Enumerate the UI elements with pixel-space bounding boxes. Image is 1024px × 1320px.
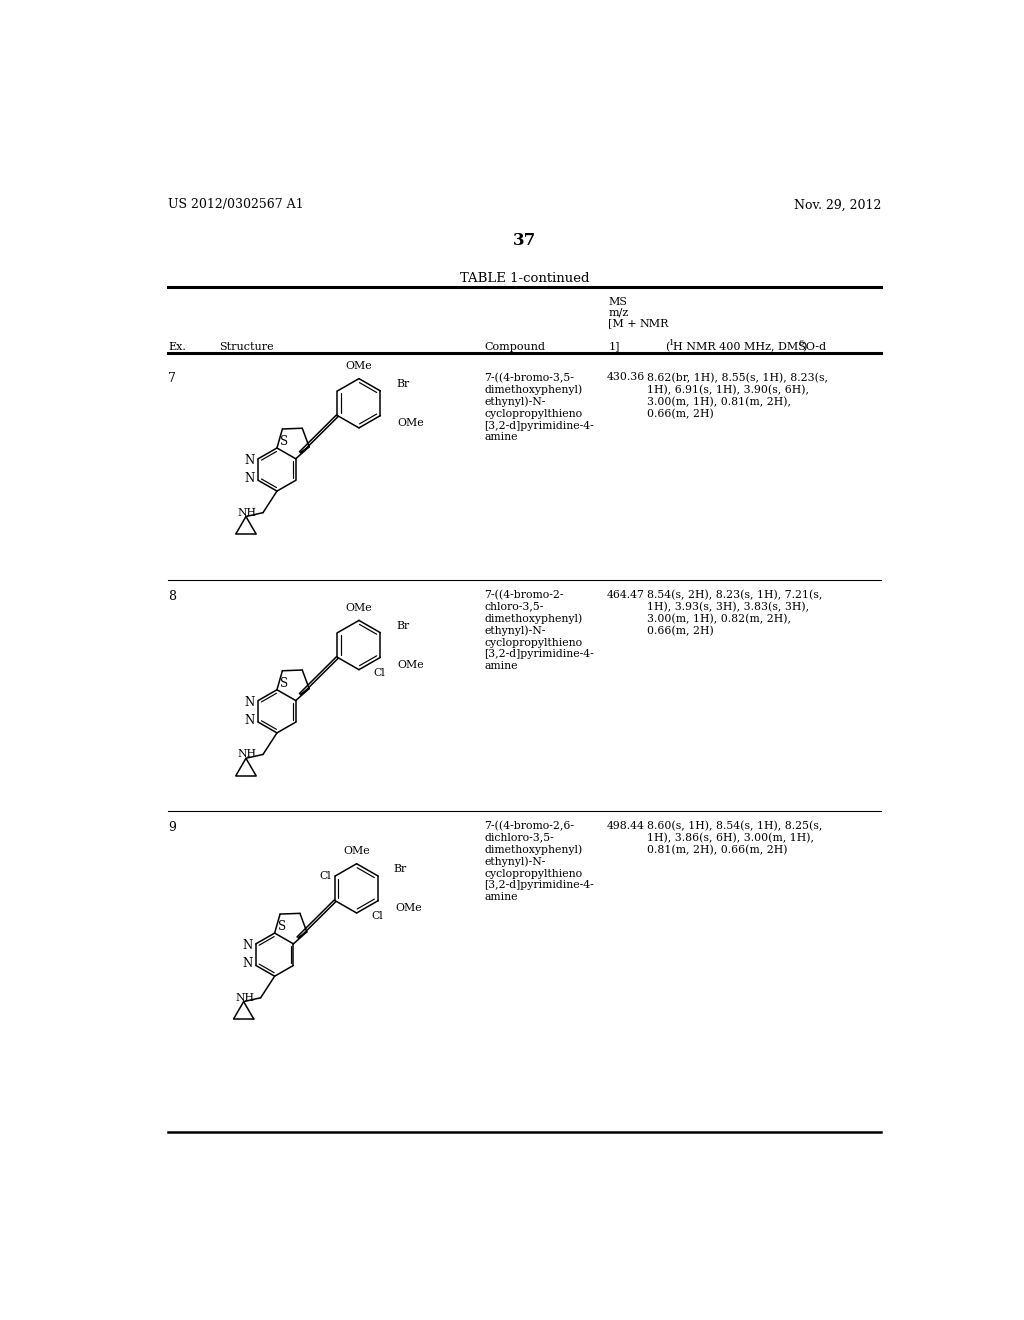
Text: MS: MS	[608, 297, 628, 308]
Text: m/z: m/z	[608, 308, 629, 318]
Text: NMR: NMR	[640, 318, 669, 329]
Text: 498.44: 498.44	[607, 821, 645, 830]
Text: 9: 9	[168, 821, 176, 834]
Text: 8.62(br, 1H), 8.55(s, 1H), 8.23(s,
1H), 6.91(s, 1H), 3.90(s, 6H),
3.00(m, 1H), 0: 8.62(br, 1H), 8.55(s, 1H), 8.23(s, 1H), …	[647, 372, 828, 418]
Text: S: S	[278, 920, 286, 933]
Text: 8: 8	[168, 590, 176, 603]
Text: Cl: Cl	[372, 911, 383, 921]
Text: OMe: OMe	[397, 660, 424, 671]
Text: OMe: OMe	[346, 603, 373, 612]
Text: Nov. 29, 2012: Nov. 29, 2012	[794, 198, 882, 211]
Text: [M +: [M +	[608, 318, 637, 329]
Text: NH: NH	[238, 508, 257, 517]
Text: N: N	[245, 473, 255, 486]
Text: 1]: 1]	[608, 342, 620, 351]
Text: OMe: OMe	[346, 360, 373, 371]
Text: 37: 37	[513, 231, 537, 248]
Text: H NMR 400 MHz, DMSO-d: H NMR 400 MHz, DMSO-d	[673, 342, 826, 351]
Text: NH: NH	[236, 993, 255, 1003]
Text: 8.60(s, 1H), 8.54(s, 1H), 8.25(s,
1H), 3.86(s, 6H), 3.00(m, 1H),
0.81(m, 2H), 0.: 8.60(s, 1H), 8.54(s, 1H), 8.25(s, 1H), 3…	[647, 821, 822, 855]
Text: Cl: Cl	[319, 871, 332, 880]
Text: Ex.: Ex.	[168, 342, 186, 351]
Text: (: (	[665, 342, 670, 352]
Text: N: N	[245, 696, 255, 709]
Text: OMe: OMe	[397, 418, 424, 428]
Text: N: N	[245, 454, 255, 467]
Text: OMe: OMe	[395, 903, 422, 913]
Text: ): )	[802, 342, 807, 352]
Text: 6: 6	[799, 339, 804, 347]
Text: 7-((4-bromo-2,6-
dichloro-3,5-
dimethoxyphenyl)
ethynyl)-N-
cyclopropylthieno
[3: 7-((4-bromo-2,6- dichloro-3,5- dimethoxy…	[484, 821, 594, 902]
Text: Br: Br	[396, 379, 410, 389]
Text: 7-((4-bromo-2-
chloro-3,5-
dimethoxyphenyl)
ethynyl)-N-
cyclopropylthieno
[3,2-d: 7-((4-bromo-2- chloro-3,5- dimethoxyphen…	[484, 590, 594, 671]
Text: 1: 1	[669, 339, 675, 347]
Text: Compound: Compound	[484, 342, 546, 351]
Text: NH: NH	[238, 750, 257, 759]
Text: US 2012/0302567 A1: US 2012/0302567 A1	[168, 198, 304, 211]
Text: S: S	[280, 436, 288, 447]
Text: N: N	[243, 957, 253, 970]
Text: OMe: OMe	[343, 846, 370, 857]
Text: 430.36: 430.36	[607, 372, 645, 383]
Text: 464.47: 464.47	[607, 590, 645, 599]
Text: 7-((4-bromo-3,5-
dimethoxyphenyl)
ethynyl)-N-
cyclopropylthieno
[3,2-d]pyrimidin: 7-((4-bromo-3,5- dimethoxyphenyl) ethyny…	[484, 372, 594, 442]
Text: N: N	[243, 939, 253, 952]
Text: N: N	[245, 714, 255, 727]
Text: TABLE 1-continued: TABLE 1-continued	[460, 272, 590, 285]
Text: Br: Br	[396, 620, 410, 631]
Text: 8.54(s, 2H), 8.23(s, 1H), 7.21(s,
1H), 3.93(s, 3H), 3.83(s, 3H),
3.00(m, 1H), 0.: 8.54(s, 2H), 8.23(s, 1H), 7.21(s, 1H), 3…	[647, 590, 822, 636]
Text: Structure: Structure	[219, 342, 274, 351]
Text: Cl: Cl	[374, 668, 386, 677]
Text: Br: Br	[394, 865, 407, 874]
Text: 7: 7	[168, 372, 176, 385]
Text: S: S	[280, 677, 288, 690]
